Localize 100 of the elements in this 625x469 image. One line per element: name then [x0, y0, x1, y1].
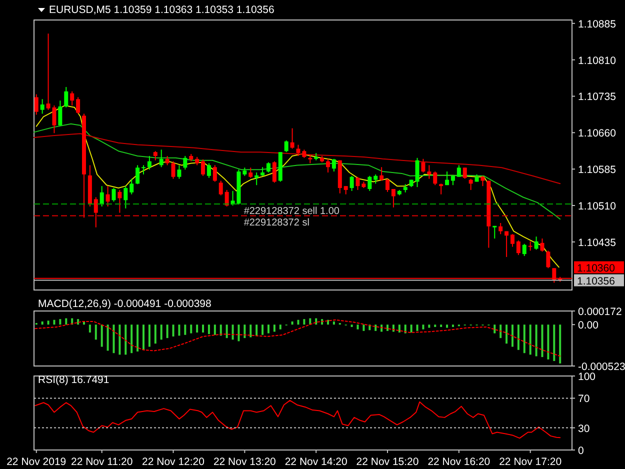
candlestick — [254, 172, 259, 186]
candlestick — [504, 230, 509, 258]
bar — [154, 324, 156, 344]
bar — [142, 324, 145, 350]
candlestick — [183, 155, 188, 170]
bar — [196, 324, 198, 333]
y-tick-label: 1.10810 — [578, 54, 616, 67]
bar — [244, 324, 246, 338]
y-tick-label: 1.10585 — [578, 164, 616, 176]
x-tick-label: 22 Nov 11:20 — [71, 456, 133, 468]
bar — [356, 324, 359, 330]
bar — [106, 324, 109, 351]
candlestick — [40, 98, 44, 114]
bar — [172, 324, 174, 336]
bar — [184, 324, 186, 335]
candlestick — [206, 162, 211, 178]
bar — [160, 324, 162, 340]
candlestick — [498, 222, 503, 235]
candlestick — [386, 178, 390, 192]
candlestick — [456, 164, 461, 178]
bar — [279, 324, 282, 330]
line-series — [34, 319, 561, 357]
y-tick-label: 1.10660 — [578, 128, 616, 140]
ref-line-label: 1.10356 — [577, 275, 616, 288]
candlestick — [201, 158, 206, 176]
x-tick-label: 22 Nov 13:20 — [213, 456, 276, 468]
candlestick — [130, 178, 134, 195]
candlestick — [218, 180, 223, 196]
candlestick — [64, 86, 68, 108]
candlestick — [332, 158, 336, 172]
y-tick-label: 0.000172 — [578, 306, 622, 318]
candlestick — [165, 155, 170, 166]
bar — [500, 324, 502, 338]
bar — [250, 324, 252, 338]
chart-title: MACD(12,26,9) -0.000491 -0.000398 — [38, 298, 212, 310]
candlestick — [290, 128, 294, 150]
bar — [303, 319, 306, 325]
candlestick — [540, 238, 544, 252]
candlestick — [159, 149, 164, 168]
bar — [446, 324, 448, 328]
bar — [523, 324, 526, 354]
bar — [112, 324, 115, 354]
candlestick — [510, 234, 514, 248]
y-tick-label: 0.00 — [578, 320, 599, 332]
y-tick-label: 1.10735 — [578, 91, 616, 104]
candlestick — [118, 189, 122, 214]
candlestick — [284, 140, 288, 153]
y-tick-label: 1.10885 — [578, 18, 616, 30]
candlestick — [468, 178, 473, 190]
candlestick — [522, 243, 526, 257]
bar — [88, 324, 91, 333]
bar — [362, 324, 365, 331]
candlestick — [272, 160, 276, 184]
candlestick — [171, 160, 176, 180]
bar — [202, 324, 204, 333]
bar — [77, 319, 80, 325]
y-tick-label: 1.10435 — [578, 236, 616, 249]
candlestick — [326, 158, 330, 173]
line-series — [34, 123, 561, 220]
candlestick — [421, 158, 426, 173]
x-tick-label: 22 Nov 2019 — [6, 456, 66, 468]
y-tick-label: 1.10510 — [578, 200, 616, 213]
bar — [374, 324, 377, 331]
bar — [291, 321, 294, 325]
x-tick-label: 22 Nov 17:20 — [499, 456, 562, 468]
bar — [267, 324, 270, 334]
candlestick — [546, 250, 550, 269]
bar — [262, 324, 264, 335]
y-tick-label: 0 — [578, 445, 584, 457]
bar — [494, 324, 496, 334]
bar — [53, 320, 56, 325]
bar — [238, 324, 240, 342]
bar — [422, 324, 424, 330]
candlestick — [391, 188, 396, 208]
candlestick — [296, 144, 300, 156]
candlestick — [153, 150, 158, 161]
candlestick — [177, 164, 182, 180]
candlestick — [439, 183, 444, 195]
candlestick — [380, 166, 384, 182]
candlestick — [147, 155, 152, 170]
bar — [535, 324, 538, 356]
bar — [511, 324, 514, 347]
bar — [65, 318, 68, 325]
candlestick — [462, 167, 467, 180]
candlestick — [480, 175, 485, 187]
bar — [428, 324, 430, 328]
bar — [41, 321, 44, 325]
ref-line-label: #229128372 sl — [244, 218, 310, 229]
ref-line-label: 1.10360 — [577, 262, 616, 274]
candlestick — [212, 164, 217, 182]
candlestick — [136, 164, 140, 185]
bar — [190, 324, 192, 334]
y-tick-label: 100 — [578, 371, 596, 383]
candlestick — [94, 196, 98, 228]
candlestick — [142, 164, 146, 175]
bar — [226, 324, 228, 338]
bar — [553, 324, 556, 362]
bar — [118, 324, 121, 355]
candlestick — [450, 174, 455, 186]
candlestick — [445, 171, 450, 186]
